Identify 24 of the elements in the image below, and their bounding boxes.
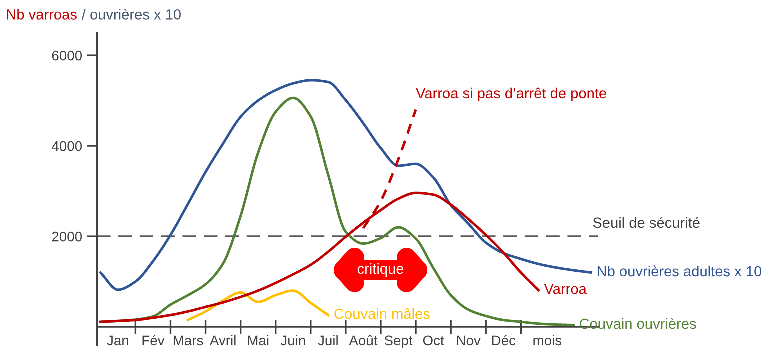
x-tick-label: Mars — [174, 336, 204, 346]
series-label: Varroa — [544, 284, 587, 294]
x-tick-label: Mai — [248, 335, 269, 346]
x-tick-label: Sept — [384, 336, 413, 348]
y-tick-label: 6000 — [52, 50, 82, 61]
x-tick-label: Nov — [457, 336, 481, 346]
series-label: Nb ouvrières adultes x 10 — [598, 266, 762, 277]
annotation: critique — [358, 263, 404, 278]
x-tick-label: Jan — [107, 336, 128, 346]
x-axis-title: mois — [534, 335, 562, 346]
x-tick-label: Août — [349, 335, 378, 346]
y-tick-label: 2000 — [52, 232, 82, 242]
x-tick-label: Déc — [492, 335, 516, 346]
x-tick-label: Juil — [318, 335, 338, 346]
x-tick-label: Oct — [423, 336, 444, 346]
x-tick-label: Avril — [210, 335, 236, 346]
x-tick-label: Juin — [280, 335, 306, 346]
y-tick-label: 4000 — [52, 141, 82, 152]
series-label: Couvain mâles — [334, 308, 430, 320]
y-axis-title: Nb varroas / ouvrières x 10 — [7, 8, 181, 20]
series-label: Couvain ouvrières — [580, 318, 696, 330]
series-label: Varroa si pas d’arrêt de ponte — [416, 88, 606, 102]
x-tick-label: Fév — [142, 335, 165, 346]
ref-line-label: Seuil de sécurité — [593, 217, 700, 228]
